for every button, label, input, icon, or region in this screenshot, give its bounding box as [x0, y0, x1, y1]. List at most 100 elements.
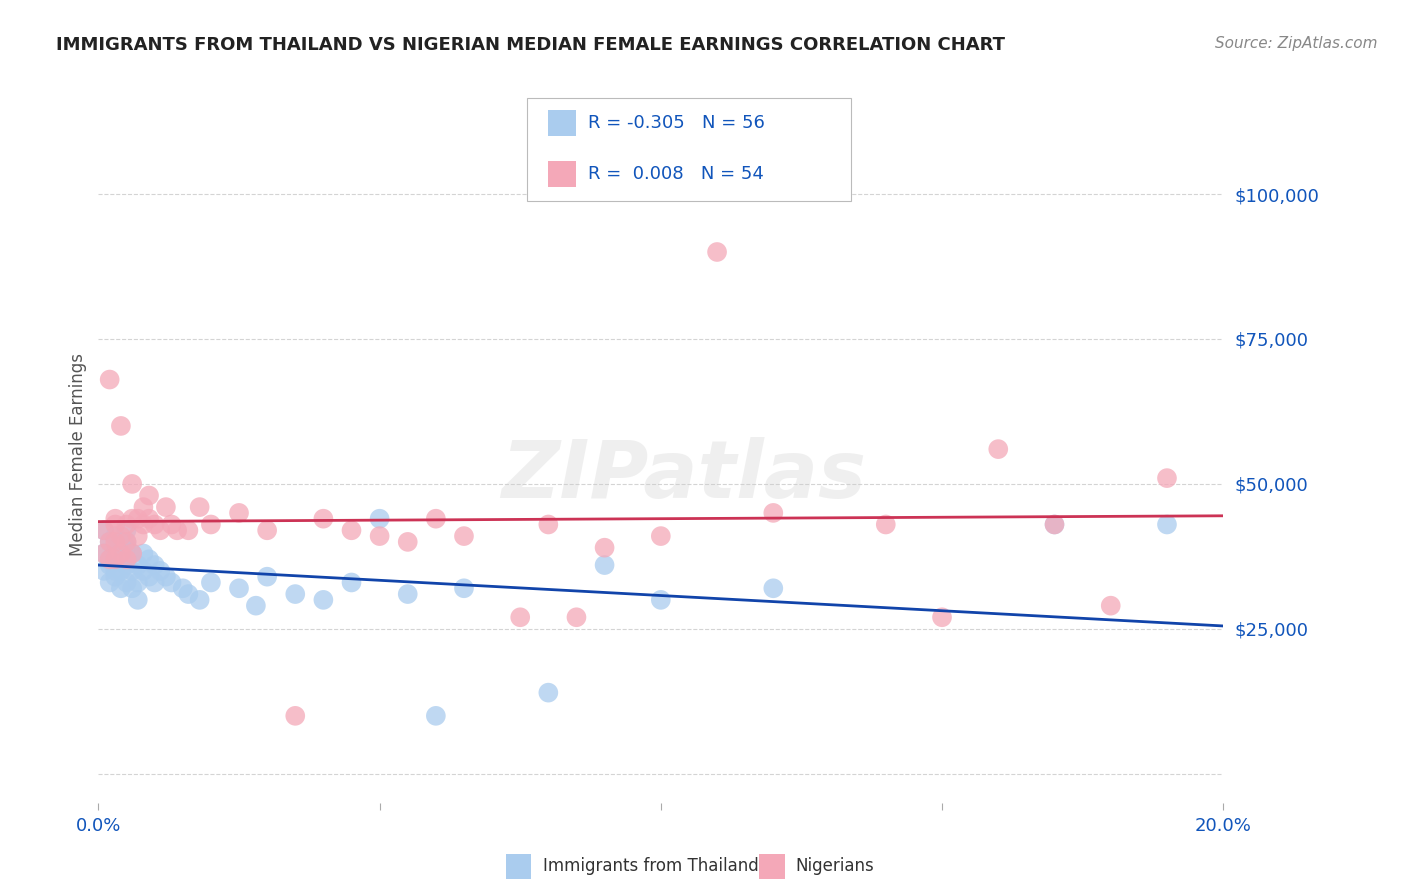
Point: [188, 500, 211, 514]
Point: [245, 599, 267, 613]
Point: [138, 552, 160, 566]
Point: [104, 552, 127, 566]
Point: [987, 442, 1010, 456]
Point: [875, 517, 897, 532]
Point: [256, 570, 278, 584]
Point: [1099, 599, 1122, 613]
Point: [104, 552, 127, 566]
Point: [132, 500, 155, 514]
Point: [931, 610, 953, 624]
Point: [762, 506, 785, 520]
Point: [110, 418, 132, 433]
Point: [177, 587, 200, 601]
Point: [98, 552, 121, 566]
Point: [509, 610, 531, 624]
Text: IMMIGRANTS FROM THAILAND VS NIGERIAN MEDIAN FEMALE EARNINGS CORRELATION CHART: IMMIGRANTS FROM THAILAND VS NIGERIAN MED…: [56, 36, 1005, 54]
Point: [155, 570, 177, 584]
Point: [98, 552, 121, 566]
Point: [284, 587, 307, 601]
Point: [115, 534, 138, 549]
Point: [537, 517, 560, 532]
Text: Nigerians: Nigerians: [796, 857, 875, 875]
Point: [1156, 471, 1178, 485]
Point: [98, 534, 121, 549]
Point: [1043, 517, 1066, 532]
Point: [138, 570, 160, 584]
Text: R = -0.305   N = 56: R = -0.305 N = 56: [588, 114, 765, 132]
Point: [110, 546, 132, 561]
Point: [121, 476, 143, 491]
Point: [593, 541, 616, 555]
Text: Source: ZipAtlas.com: Source: ZipAtlas.com: [1215, 36, 1378, 51]
Point: [160, 575, 183, 590]
Point: [312, 511, 335, 525]
Point: [127, 558, 149, 573]
Point: [127, 529, 149, 543]
Point: [200, 517, 222, 532]
Point: [565, 610, 588, 624]
Point: [104, 529, 127, 543]
Point: [115, 552, 138, 566]
Point: [160, 517, 183, 532]
Point: [200, 575, 222, 590]
Point: [121, 511, 143, 525]
Point: [115, 541, 138, 555]
Point: [98, 373, 121, 387]
Point: [104, 511, 127, 525]
Point: [93, 564, 115, 578]
Point: [132, 517, 155, 532]
Point: [368, 529, 391, 543]
Point: [121, 582, 143, 596]
Point: [453, 529, 475, 543]
Point: [166, 523, 188, 537]
Point: [138, 511, 160, 525]
Point: [104, 534, 127, 549]
Point: [396, 534, 419, 549]
Point: [98, 558, 121, 573]
Point: [149, 523, 172, 537]
Point: [228, 506, 250, 520]
Point: [115, 523, 138, 537]
Point: [110, 552, 132, 566]
Point: [98, 534, 121, 549]
Point: [110, 529, 132, 543]
Point: [104, 570, 127, 584]
Point: [593, 558, 616, 573]
Point: [138, 489, 160, 503]
Point: [256, 523, 278, 537]
Point: [121, 564, 143, 578]
Point: [127, 592, 149, 607]
Point: [425, 511, 447, 525]
Point: [284, 708, 307, 723]
Point: [143, 575, 166, 590]
Point: [1156, 517, 1178, 532]
Text: Immigrants from Thailand: Immigrants from Thailand: [543, 857, 758, 875]
Point: [143, 517, 166, 532]
Point: [453, 582, 475, 596]
Y-axis label: Median Female Earnings: Median Female Earnings: [69, 353, 87, 557]
Point: [127, 575, 149, 590]
Point: [104, 517, 127, 532]
Point: [650, 592, 672, 607]
Point: [93, 523, 115, 537]
Point: [228, 582, 250, 596]
Point: [132, 546, 155, 561]
Point: [177, 523, 200, 537]
Point: [110, 534, 132, 549]
Point: [93, 546, 115, 561]
Point: [115, 575, 138, 590]
Point: [312, 592, 335, 607]
Point: [115, 534, 138, 549]
Point: [396, 587, 419, 601]
Point: [340, 523, 363, 537]
Point: [762, 582, 785, 596]
Point: [127, 511, 149, 525]
Point: [188, 592, 211, 607]
Point: [537, 685, 560, 699]
Point: [104, 564, 127, 578]
Point: [93, 546, 115, 561]
Point: [104, 546, 127, 561]
Point: [132, 564, 155, 578]
Point: [93, 523, 115, 537]
Point: [115, 558, 138, 573]
